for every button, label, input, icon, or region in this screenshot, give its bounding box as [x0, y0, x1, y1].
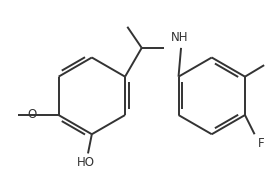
Text: NH: NH — [170, 31, 188, 44]
Text: F: F — [258, 137, 264, 150]
Text: HO: HO — [77, 156, 95, 169]
Text: O: O — [27, 108, 36, 121]
